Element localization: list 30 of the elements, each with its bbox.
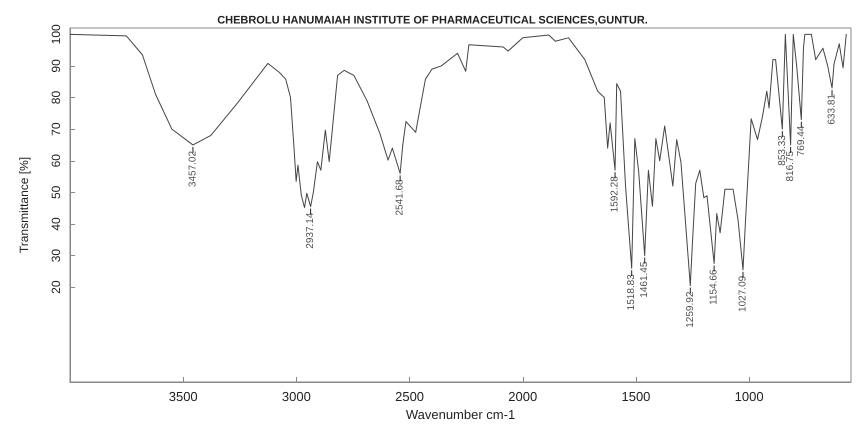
x-tick-label: 3000 [282, 389, 311, 404]
annotation: 1259.92 [684, 291, 696, 328]
x-tick-label: 1500 [621, 389, 650, 404]
annotation: 1027.09 [738, 275, 748, 312]
annotation: 769.44 [796, 125, 807, 156]
y-tick-label: 20 [49, 280, 63, 294]
annotation: 2541.68 [394, 178, 406, 216]
annotation: 816.75 [785, 150, 796, 182]
y-tick-label: 40 [49, 216, 63, 231]
y-tick-label: 30 [49, 248, 63, 262]
x-tick-label: 2500 [395, 389, 424, 404]
y-tick-label: 90 [49, 58, 63, 73]
annotation: 1154.66 [708, 269, 720, 305]
x-tick-label: 2000 [508, 389, 538, 404]
x-tick-label: 1000 [734, 389, 764, 404]
y-tick-label: 70 [49, 122, 63, 136]
y-tick-label: 50 [49, 185, 63, 200]
annotation: 3457.02 [187, 150, 198, 188]
annotation: 1518.83 [626, 274, 638, 310]
annotation: 633.81 [826, 94, 838, 125]
chart-title: CHEBROLU HANUMAIAH INSTITUTE OF PHARMACEUTICAL SCIENCES,GUNTUR. [217, 14, 648, 26]
y-tick-label: 80 [49, 90, 63, 104]
x-tick-label: 3500 [168, 389, 198, 404]
y-tick-label: 60 [49, 154, 63, 168]
y-tick-label: 100 [49, 24, 63, 44]
x-axis-title: Wavenumber cm-1 [406, 407, 516, 422]
annotation: 1592.28 [610, 176, 621, 212]
annotation: 1461.45 [639, 261, 650, 298]
annotation: 2937.14 [305, 212, 316, 249]
y-axis-title: Transmittance [%] [17, 156, 31, 254]
